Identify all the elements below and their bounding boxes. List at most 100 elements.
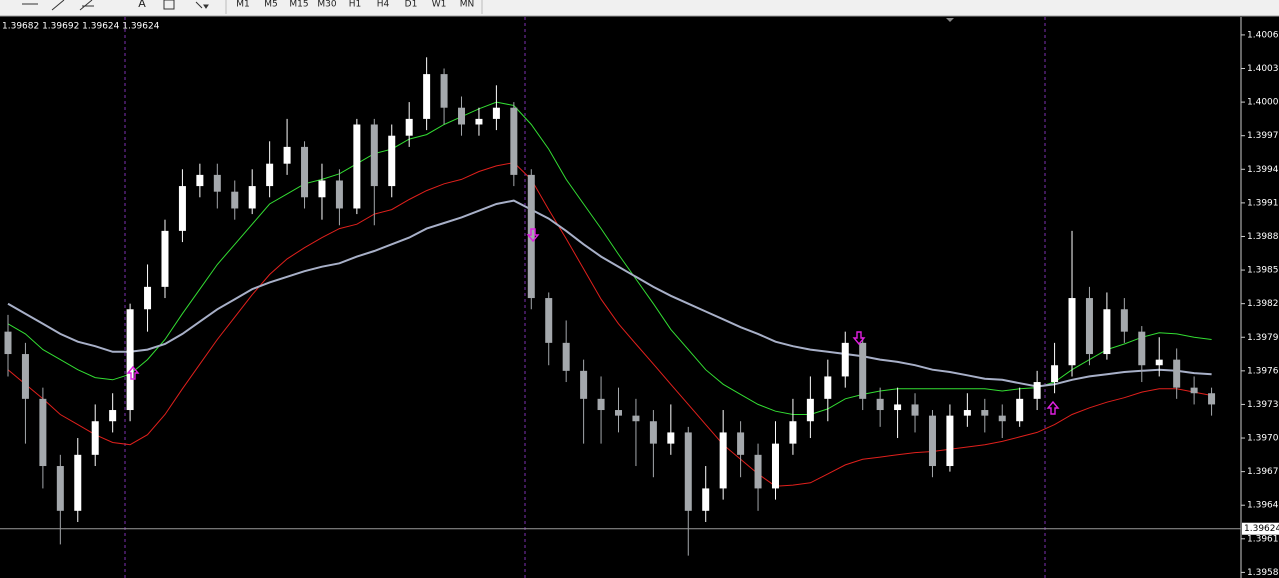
candle-body <box>56 466 64 511</box>
candle-body <box>946 415 954 467</box>
candle-body <box>4 331 12 355</box>
sell-arrow <box>852 331 866 346</box>
candle-body <box>771 443 779 489</box>
plot <box>4 57 1216 556</box>
trendline-tool[interactable] <box>51 0 65 11</box>
moving-average <box>7 101 1212 415</box>
candle-body <box>196 174 204 187</box>
y-tick-label: 1.39825 <box>1247 299 1279 309</box>
toolbar <box>0 0 1279 16</box>
candle-body <box>824 376 832 399</box>
candle-body <box>754 454 762 489</box>
timeframe-button[interactable]: M5 <box>264 0 278 10</box>
candle-body <box>74 454 82 511</box>
timeframe-button[interactable]: D1 <box>405 0 418 10</box>
current-price-label: 1.39624 <box>1244 524 1279 534</box>
candle-body <box>440 74 448 108</box>
candle-body <box>911 404 919 416</box>
current-price-box <box>1242 522 1279 535</box>
candle-body <box>684 432 692 511</box>
candle-body <box>859 342 867 399</box>
candle-body <box>580 370 588 399</box>
candle-body <box>39 398 47 467</box>
candle-body <box>405 118 413 136</box>
candle-body <box>1103 309 1111 355</box>
candle-body <box>335 180 343 209</box>
candle-body <box>649 421 657 444</box>
timeframe-button[interactable]: M15 <box>289 0 308 10</box>
candle-body <box>161 230 169 287</box>
candle-body <box>1051 365 1059 383</box>
shift-marker[interactable] <box>946 18 954 22</box>
candle-body <box>492 107 500 119</box>
candle-body <box>91 421 99 455</box>
moving-average <box>7 162 1212 487</box>
timeframe-button[interactable]: M30 <box>317 0 336 10</box>
candle-body <box>458 107 466 125</box>
candle-body <box>719 432 727 489</box>
candle-body <box>144 286 152 310</box>
candle-body <box>248 186 256 209</box>
y-tick-label: 1.40065 <box>1247 30 1279 40</box>
candle-body <box>266 163 274 187</box>
candle-body <box>388 135 396 187</box>
y-tick-label: 1.39795 <box>1247 333 1279 343</box>
candle-body <box>615 410 622 416</box>
y-tick-label: 1.39735 <box>1247 400 1279 410</box>
y-tick-label: 1.40035 <box>1247 64 1279 74</box>
timeframe-button[interactable]: W1 <box>432 0 447 10</box>
candle-body <box>126 309 134 411</box>
candle-body <box>597 398 605 411</box>
candle-body <box>562 342 570 371</box>
y-tick-label: 1.40005 <box>1247 98 1279 108</box>
candle-body <box>963 410 971 416</box>
arrow-tool[interactable] <box>195 1 209 9</box>
candle-body <box>702 488 710 511</box>
candle-body <box>806 398 814 422</box>
candle-body <box>1068 298 1076 366</box>
candle-body <box>1173 359 1181 388</box>
candle-body <box>318 180 326 198</box>
timeframe-button[interactable]: M1 <box>236 0 250 10</box>
timeframe-button[interactable]: MN <box>460 0 475 10</box>
buy-arrow <box>126 365 140 380</box>
chart-area <box>0 17 1279 578</box>
timeframe-button[interactable]: H1 <box>349 0 362 10</box>
candle-body <box>510 107 518 175</box>
y-tick-label: 1.39915 <box>1247 198 1279 208</box>
candle-body <box>475 118 483 125</box>
candle-body <box>841 342 849 377</box>
candle-body <box>1016 398 1024 422</box>
signals <box>126 228 1060 415</box>
candle-body <box>894 404 902 411</box>
y-tick-label: 1.39765 <box>1247 366 1279 376</box>
y-tick-label: 1.39585 <box>1247 568 1279 578</box>
candle-body <box>1085 298 1093 355</box>
y-tick-label: 1.39675 <box>1247 467 1279 477</box>
y-tick-label: 1.39645 <box>1247 501 1279 511</box>
y-tick-label: 1.39855 <box>1247 266 1279 276</box>
timeframe-button[interactable]: H4 <box>377 0 390 10</box>
channel-tool[interactable] <box>79 0 94 11</box>
candle-body <box>545 298 553 343</box>
candle-body <box>876 398 884 411</box>
candle-body <box>370 124 378 187</box>
candle-body <box>423 74 431 119</box>
candle-body <box>283 146 291 164</box>
text-tool[interactable]: A <box>138 0 146 10</box>
candle-body <box>632 415 640 422</box>
candle-body <box>1190 387 1198 394</box>
candle-body <box>213 174 221 192</box>
candle-body <box>981 410 989 416</box>
candle-body <box>353 124 361 209</box>
candle-body <box>178 186 186 231</box>
label-tool[interactable] <box>163 0 175 10</box>
sell-arrow <box>526 228 540 243</box>
candle-body <box>667 432 675 444</box>
candle-body <box>1033 382 1041 399</box>
candle-body <box>928 415 936 467</box>
candle-body <box>527 174 535 299</box>
buy-arrow <box>1046 400 1060 415</box>
